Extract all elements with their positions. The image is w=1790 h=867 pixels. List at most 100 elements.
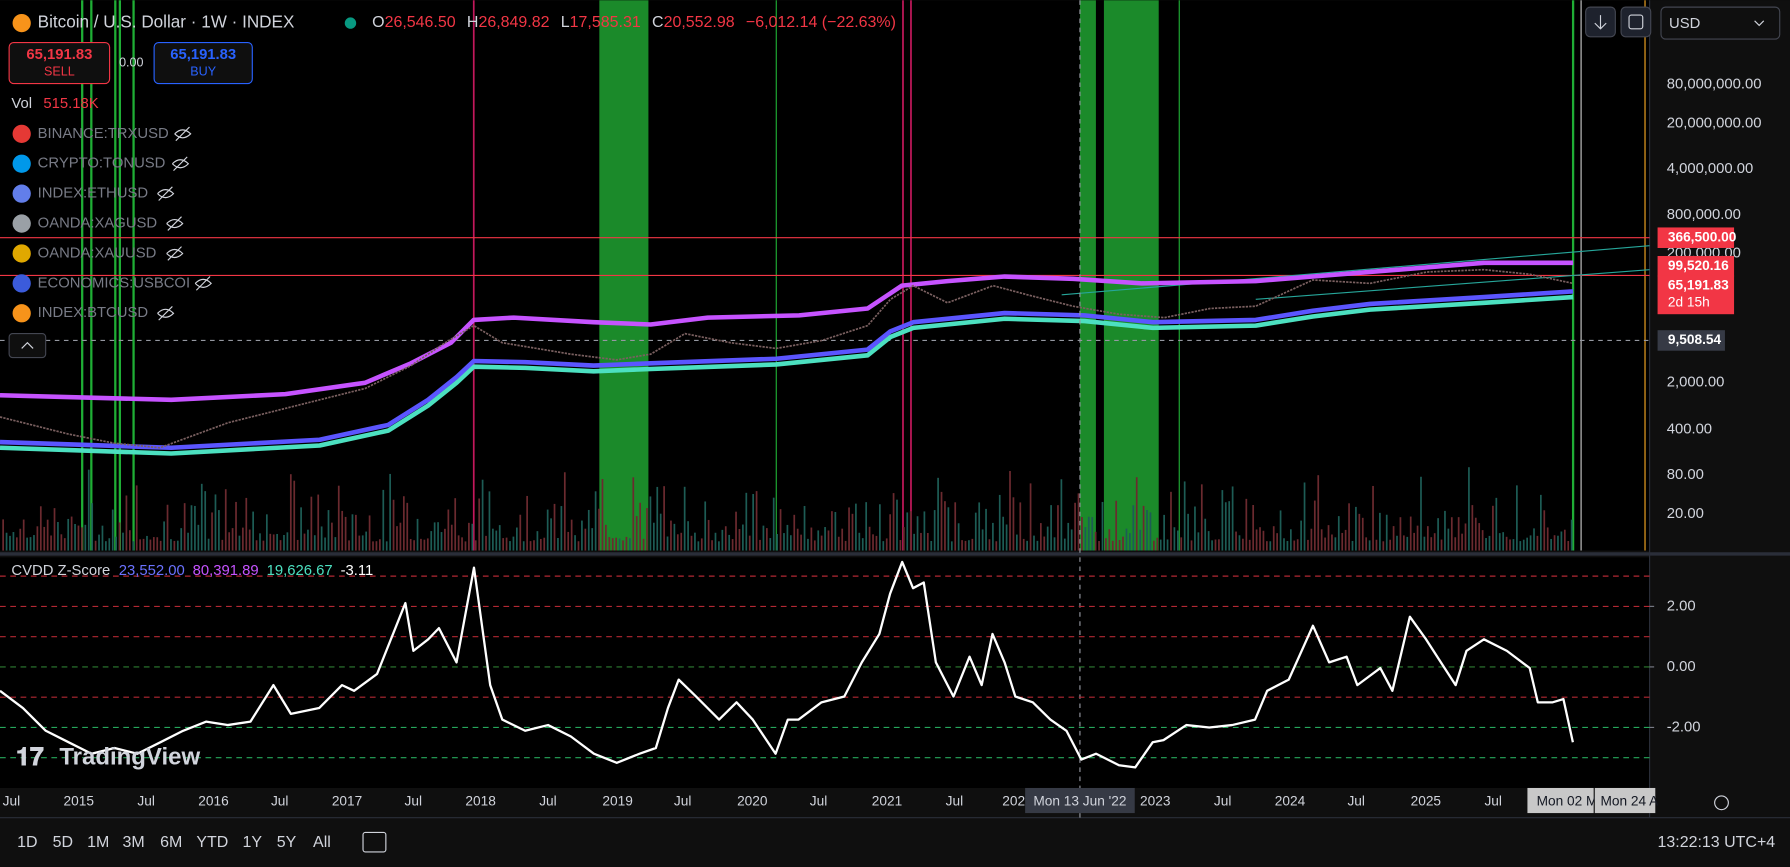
volume-bar	[1187, 513, 1189, 551]
volume-bar	[1224, 502, 1227, 551]
volume-bar	[1057, 505, 1059, 551]
range-button[interactable]: All	[313, 834, 331, 851]
volume-bar	[238, 535, 241, 551]
collapse-button[interactable]	[8, 333, 47, 359]
select-box[interactable]	[1660, 6, 1781, 40]
volume-bar	[1444, 510, 1446, 551]
eye-icon[interactable]	[171, 156, 190, 171]
range-button[interactable]: 1M	[87, 834, 109, 851]
volume-bar	[933, 510, 936, 551]
volume-bar	[1481, 530, 1484, 551]
volume-bar	[899, 540, 902, 551]
volume-bar	[331, 522, 333, 551]
volume-bar	[923, 511, 926, 551]
hidden-toggle[interactable]	[157, 186, 175, 201]
volume-bar	[896, 499, 898, 551]
volume-bar	[413, 540, 415, 551]
clock: 13:22:13 UTC+4	[1658, 834, 1776, 851]
btn-box[interactable]	[1620, 6, 1652, 38]
volume-bar	[594, 491, 597, 551]
hidden-toggle[interactable]	[194, 276, 213, 291]
range-button[interactable]: 5D	[53, 834, 73, 851]
volume-bar	[67, 518, 70, 551]
volume-bar	[971, 538, 974, 551]
range-button[interactable]: 6M	[160, 834, 182, 851]
eye-icon[interactable]	[174, 126, 192, 142]
volume-bar	[1235, 531, 1237, 551]
buy-button[interactable]: 65,191.83 BUY	[153, 41, 253, 85]
volume-bar	[1526, 537, 1529, 551]
eye-icon[interactable]	[157, 186, 175, 201]
lower-band	[0, 294, 1574, 456]
time-label: 2017	[332, 793, 362, 808]
hidden-toggle[interactable]	[157, 306, 175, 321]
range-button[interactable]: 1D	[17, 834, 37, 851]
volume-bar	[105, 541, 107, 551]
chevron	[1754, 20, 1765, 27]
scroll-button[interactable]	[1585, 6, 1616, 38]
range-button[interactable]: YTD	[196, 834, 228, 851]
eye-icon[interactable]	[157, 306, 175, 321]
volume-bar	[495, 530, 498, 551]
volume-bar	[1180, 537, 1183, 551]
volume-bar	[988, 539, 991, 551]
hidden-toggle[interactable]	[166, 246, 184, 261]
y-tick-label: 0.00	[1667, 659, 1696, 675]
volume-bar	[1450, 517, 1453, 551]
volume-bar	[293, 480, 296, 551]
settings-icon[interactable]	[1714, 795, 1729, 811]
volume-bar	[1242, 538, 1244, 551]
date-range-icon[interactable]	[362, 831, 387, 853]
volume-bar	[543, 537, 546, 551]
volume-bar	[1461, 533, 1463, 551]
y-tick-label: -2.00	[1667, 719, 1701, 735]
volume-bar	[132, 541, 135, 551]
volume-bar	[735, 511, 737, 551]
buy-box[interactable]	[153, 41, 253, 85]
reset-button[interactable]	[1620, 6, 1652, 38]
range-button[interactable]: 5Y	[277, 834, 297, 851]
volume-bar	[183, 503, 186, 551]
eye-icon[interactable]	[194, 276, 213, 291]
volume-bar	[128, 530, 131, 551]
eye-icon[interactable]	[166, 246, 184, 261]
sell-box[interactable]	[8, 41, 111, 85]
volume-bar	[2, 519, 4, 551]
volume-bar	[1368, 540, 1371, 551]
end-label: Mon 24 A	[1600, 793, 1659, 808]
volume-bar	[803, 505, 806, 551]
volume-bar	[115, 536, 118, 551]
volume-bar	[844, 540, 847, 551]
volume-bar	[36, 526, 39, 551]
volume-bars	[2, 467, 1573, 551]
volume-bar	[1320, 529, 1323, 551]
eye-icon[interactable]	[166, 216, 184, 231]
time-label: 2020	[737, 793, 768, 808]
ohlc-label: H	[467, 14, 479, 31]
volume-bar	[865, 502, 868, 551]
volume-bar	[605, 524, 607, 551]
volume-bar	[587, 509, 590, 551]
hidden-toggle[interactable]	[166, 216, 184, 231]
sell-button[interactable]: 65,191.83 SELL	[8, 41, 111, 85]
volume-bar	[793, 514, 796, 551]
volume-bar	[1101, 501, 1104, 551]
collapse-box[interactable]	[8, 333, 47, 359]
volume-bar	[440, 532, 443, 551]
range-button[interactable]: 1Y	[243, 834, 263, 851]
hidden-toggle[interactable]	[174, 126, 192, 142]
spread: 0.00	[119, 55, 143, 69]
currency-select[interactable]: USD	[1660, 6, 1781, 40]
volume-bar	[262, 540, 265, 551]
volume-bar	[670, 520, 672, 551]
volume-bar	[1204, 518, 1207, 551]
hidden-toggle[interactable]	[171, 156, 190, 171]
volume-bar	[498, 525, 501, 551]
range-button[interactable]: 3M	[122, 834, 144, 851]
volume-bar	[1392, 526, 1395, 551]
volume-bar	[1070, 529, 1073, 551]
volume-bar	[368, 515, 371, 551]
volume-bar	[536, 531, 539, 551]
volume-bar	[697, 541, 700, 551]
symbol-icon	[12, 244, 31, 263]
